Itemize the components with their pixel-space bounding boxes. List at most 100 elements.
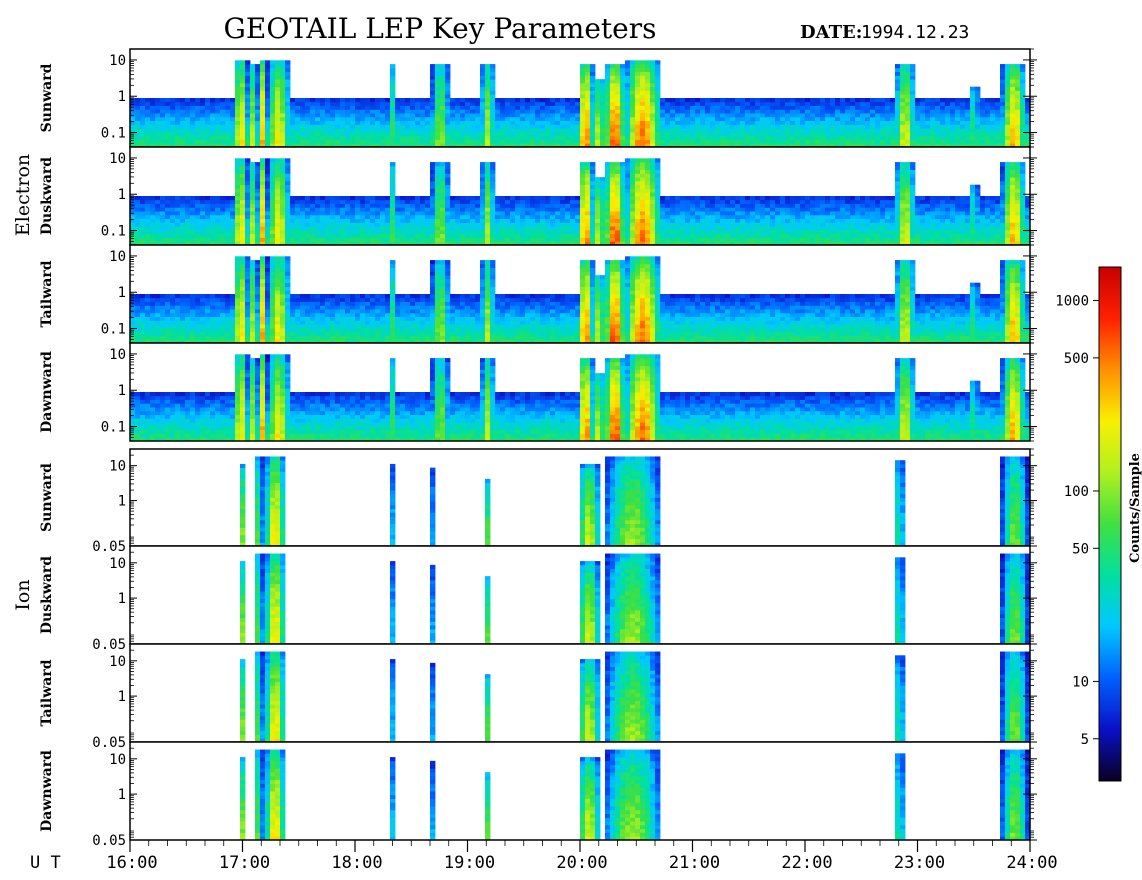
spectrogram-cell [570, 207, 576, 212]
spectrogram-cell [565, 226, 571, 231]
spectrogram-cell [235, 131, 241, 137]
date-label: DATE: [800, 22, 862, 43]
spectrogram-cell [605, 71, 611, 76]
spectrogram-cell [390, 199, 396, 204]
spectrogram-cell [785, 233, 791, 238]
spectrogram-cell [815, 135, 821, 140]
spectrogram-cell [190, 226, 196, 231]
spectrogram-cell [705, 237, 711, 242]
spectrogram-cell [735, 109, 741, 114]
spectrogram-cell [715, 101, 721, 106]
spectrogram-cell [655, 64, 661, 69]
spectrogram-cell [600, 135, 606, 140]
spectrogram-cell [625, 226, 631, 231]
spectrogram-cell [145, 128, 151, 133]
spectrogram-cell [665, 203, 671, 208]
spectrogram-cell [180, 109, 186, 114]
spectrogram-cell [1005, 135, 1011, 140]
spectrogram-cell [790, 196, 796, 201]
spectrogram-cell [670, 203, 676, 208]
spectrogram-cell [615, 173, 621, 178]
spectrogram-cell [265, 203, 271, 208]
spectrogram-cell [485, 184, 491, 189]
spectrogram-cell [815, 128, 821, 133]
spectrogram-cell [300, 222, 306, 227]
spectrogram-cell [635, 128, 641, 133]
spectrogram-cell [690, 135, 696, 140]
spectrogram-cell [650, 165, 656, 171]
spectrogram-cell [585, 135, 591, 140]
spectrogram-cell [505, 135, 511, 140]
spectrogram-cell [205, 229, 211, 235]
spectrogram-cell [495, 211, 501, 216]
spectrogram-cell [930, 139, 936, 144]
spectrogram-cell [710, 203, 716, 208]
spectrogram-cell [655, 180, 661, 186]
spectrogram-cell [585, 101, 591, 106]
spectrogram-cell [450, 226, 456, 231]
spectrogram-cell [710, 113, 716, 118]
spectrogram-cell [240, 165, 246, 171]
spectrogram-cell [825, 229, 831, 235]
spectrogram-cell [785, 229, 791, 235]
spectrogram-cell [345, 218, 351, 223]
spectrogram-cell [355, 98, 361, 103]
spectrogram-cell [440, 105, 446, 110]
spectrogram-cell [500, 233, 506, 238]
spectrogram-cell [805, 203, 811, 208]
spectrogram-cell [600, 188, 606, 193]
spectrogram-cell [565, 237, 571, 242]
spectrogram-cell [870, 128, 876, 133]
spectrogram-cell [895, 105, 901, 110]
spectrogram-cell [720, 128, 726, 133]
spectrogram-cell [770, 124, 776, 129]
spectrogram-cell [495, 139, 501, 144]
spectrogram-cell [625, 165, 631, 171]
spectrogram-cell [905, 109, 911, 114]
spectrogram-cell [485, 120, 491, 125]
spectrogram-cell [950, 131, 956, 137]
spectrogram-cell [370, 233, 376, 238]
spectrogram-cell [640, 86, 646, 91]
spectrogram-cell [560, 139, 566, 144]
spectrogram-cell [745, 229, 751, 235]
spectrogram-cell [575, 203, 581, 208]
spectrogram-cell [310, 226, 316, 231]
spectrogram-cell [570, 226, 576, 231]
spectrogram-cell [920, 98, 926, 103]
spectrogram-cell [370, 214, 376, 220]
spectrogram-cell [455, 135, 461, 140]
spectrogram-cell [875, 131, 881, 137]
spectrogram-cell [715, 233, 721, 238]
spectrogram-cell [620, 211, 626, 216]
spectrogram-cell [235, 199, 241, 204]
spectrogram-cell [385, 203, 391, 208]
spectrogram-cell [475, 139, 481, 144]
spectrogram-cell [1005, 139, 1011, 144]
spectrogram-cell [195, 98, 201, 103]
spectrogram-cell [600, 184, 606, 189]
spectrogram-cell [445, 237, 451, 242]
spectrogram-cell [730, 135, 736, 140]
spectrogram-cell [460, 237, 466, 242]
spectrogram-cell [285, 143, 291, 148]
spectrogram-cell [630, 64, 636, 69]
spectrogram-cell [205, 241, 211, 246]
spectrogram-cell [645, 101, 651, 106]
spectrogram-cell [765, 203, 771, 208]
spectrogram-cell [805, 98, 811, 103]
spectrogram-cell [515, 109, 521, 114]
spectrogram-cell [555, 226, 561, 231]
spectrogram-cell [255, 229, 261, 235]
spectrogram-cell [600, 113, 606, 118]
spectrogram-cell [330, 101, 336, 106]
spectrogram-cell [900, 101, 906, 106]
spectrogram-cell [385, 237, 391, 242]
spectrogram-cell [245, 128, 251, 133]
spectrogram-cell [750, 139, 756, 144]
spectrogram-cell [725, 229, 731, 235]
spectrogram-cell [710, 131, 716, 137]
spectrogram-cell [1025, 120, 1031, 125]
spectrogram-cell [580, 241, 586, 246]
spectrogram-cell [845, 98, 851, 103]
